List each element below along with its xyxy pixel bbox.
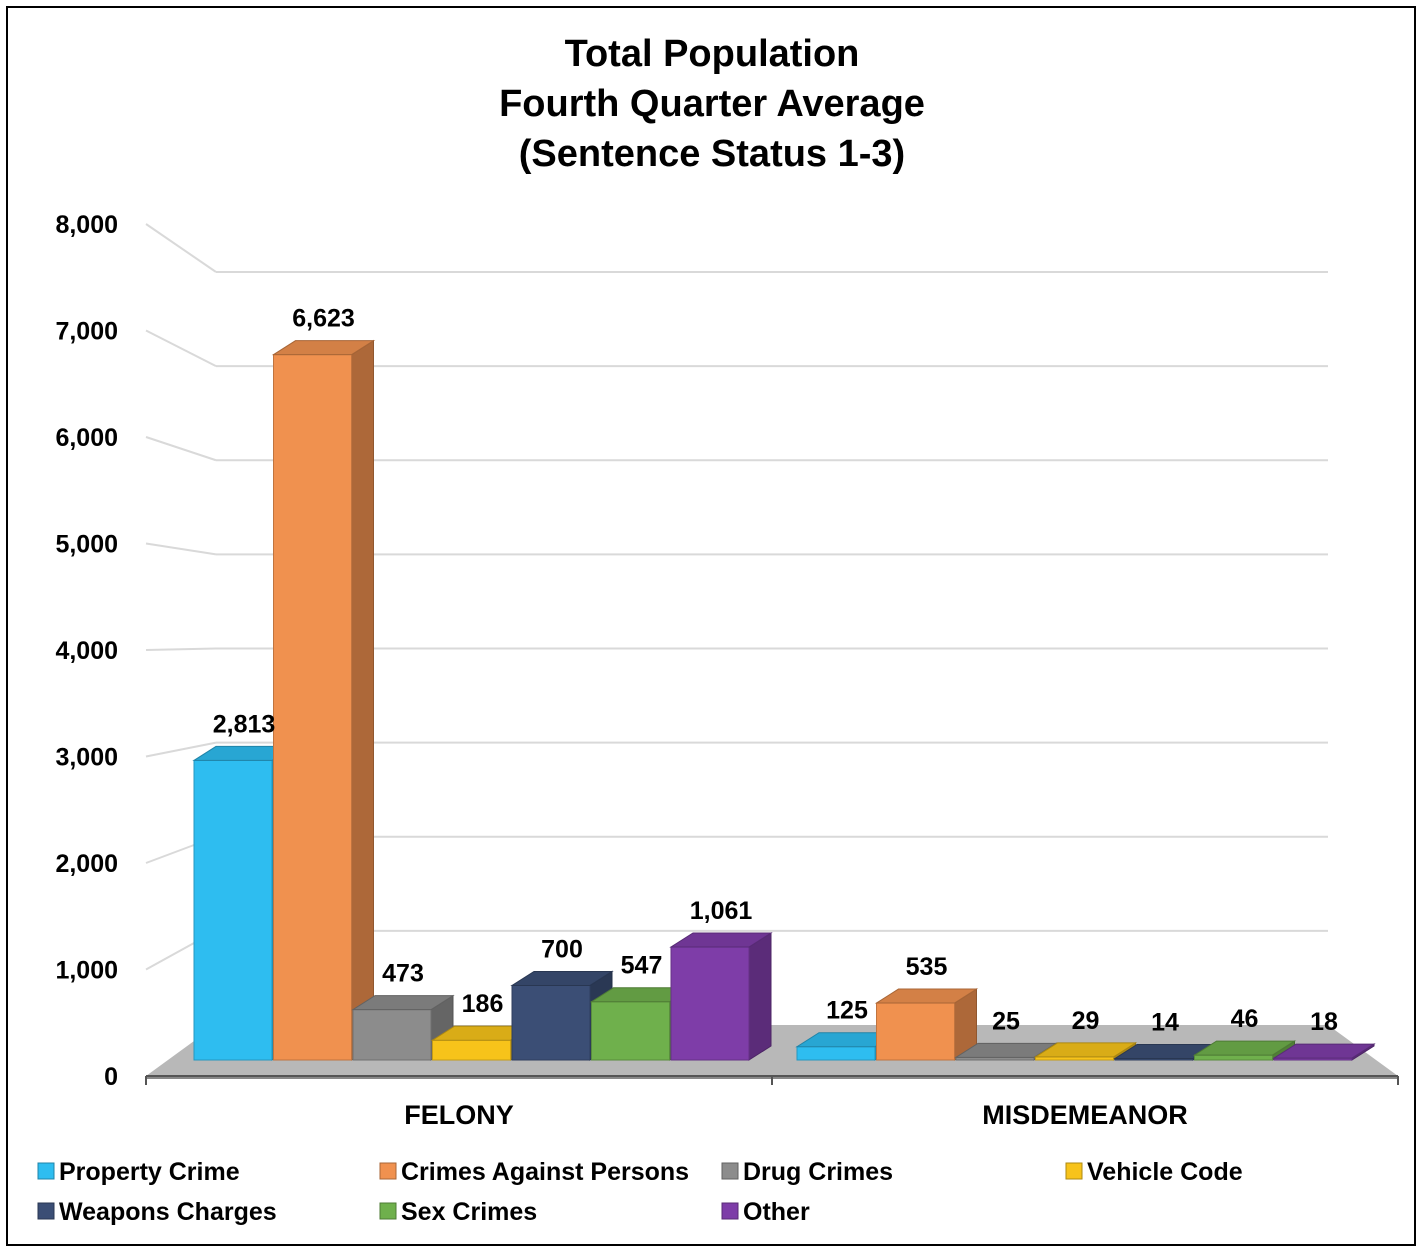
x-category-label: MISDEMEANOR [982, 1100, 1188, 1130]
data-label: 186 [462, 990, 504, 1018]
axes: 0 1,000 2,000 3,000 4,000 5,000 6,000 7,000 8,00… [55, 211, 1399, 1130]
y-tick-label: 7,000 [55, 318, 118, 346]
bar-front [1194, 1054, 1273, 1061]
legend-swatch [1065, 1162, 1083, 1180]
bar-top [874, 988, 979, 1004]
legend-item: Other [721, 1198, 810, 1226]
chart-title: Total Population Fourth Quarter Average … [499, 33, 925, 175]
gridline-diagonal [145, 647, 217, 651]
data-label: 2,813 [213, 710, 276, 738]
y-tick-label: 3,000 [55, 744, 118, 772]
legend-swatch [37, 1202, 55, 1220]
y-tick-label: 0 [104, 1063, 118, 1091]
bar-top [1192, 1040, 1297, 1056]
data-label: 6,623 [292, 305, 355, 333]
bar [1272, 1043, 1376, 1061]
bar-front [591, 1001, 670, 1061]
y-tick-label: 6,000 [55, 424, 118, 452]
data-label: 14 [1151, 1009, 1179, 1037]
gridline-diagonal [145, 741, 217, 758]
bar-front [796, 1046, 876, 1061]
data-label: 700 [541, 935, 583, 963]
y-tick-label: 2,000 [55, 850, 118, 878]
bar-top [351, 995, 455, 1011]
data-label: 535 [906, 953, 948, 981]
gridline-diagonal [145, 329, 217, 368]
bar-top [669, 932, 773, 948]
bar-front [273, 354, 352, 1061]
legend-label: Property Crime [59, 1158, 240, 1186]
bar-front [876, 1002, 955, 1061]
bar-front [193, 759, 273, 1061]
legend-item: Drug Crimes [721, 1158, 893, 1186]
legend: Property Crime Crimes Against Persons Drug… [37, 1158, 1243, 1226]
data-label: 125 [826, 997, 868, 1025]
bar-top [271, 340, 376, 356]
bar [874, 988, 979, 1061]
data-label: 29 [1072, 1007, 1100, 1035]
bar-front [352, 1009, 432, 1061]
gridlines [145, 223, 1328, 971]
gridline-diagonal [145, 223, 217, 273]
data-label: 1,061 [690, 897, 753, 925]
data-label: 473 [382, 960, 424, 988]
data-labels: 2,813 6,623 473 186 700 547 1,061 125 535 25 29 14 4… [213, 305, 1338, 1037]
legend-label: Other [743, 1198, 810, 1226]
chart-title-line-1: Total Population [565, 33, 860, 75]
legend-item: Sex Crimes [379, 1198, 537, 1226]
bar-top [510, 970, 614, 986]
data-label: 547 [621, 952, 663, 980]
gridline-diagonal [145, 542, 217, 556]
legend-label: Crimes Against Persons [401, 1158, 689, 1186]
legend-swatch [379, 1162, 397, 1180]
legend-swatch [37, 1162, 55, 1180]
legend-label: Vehicle Code [1087, 1158, 1243, 1186]
legend-label: Sex Crimes [401, 1198, 537, 1226]
bar-front [670, 946, 750, 1061]
y-tick-label: 4,000 [55, 637, 118, 665]
bar-front [511, 984, 591, 1061]
bars [192, 339, 1376, 1061]
chart-title-line-2: Fourth Quarter Average [499, 83, 925, 125]
data-label: 25 [992, 1007, 1020, 1035]
bar-side [748, 932, 772, 1061]
bar-side [351, 339, 374, 1061]
legend-swatch [721, 1162, 739, 1180]
chart-title-line-3: (Sentence Status 1-3) [519, 133, 905, 175]
y-tick-label: 1,000 [55, 957, 118, 985]
legend-item: Crimes Against Persons [379, 1158, 689, 1186]
data-label: 46 [1231, 1005, 1259, 1033]
bar-top [1272, 1043, 1376, 1059]
legend-item: Weapons Charges [37, 1198, 277, 1226]
y-tick-label: 5,000 [55, 531, 118, 559]
bar-front [432, 1039, 511, 1061]
bar-top [1033, 1042, 1138, 1058]
data-label: 18 [1310, 1008, 1338, 1036]
x-category-label: FELONY [404, 1100, 514, 1130]
legend-label: Drug Crimes [743, 1158, 893, 1186]
bar [271, 339, 376, 1061]
legend-item: Vehicle Code [1065, 1158, 1243, 1186]
legend-swatch [721, 1202, 739, 1220]
legend-label: Weapons Charges [59, 1198, 277, 1226]
bar [669, 932, 773, 1061]
legend-item: Property Crime [37, 1158, 240, 1186]
legend-swatch [379, 1202, 397, 1220]
y-tick-label: 8,000 [55, 211, 118, 239]
gridline-diagonal [145, 436, 217, 462]
